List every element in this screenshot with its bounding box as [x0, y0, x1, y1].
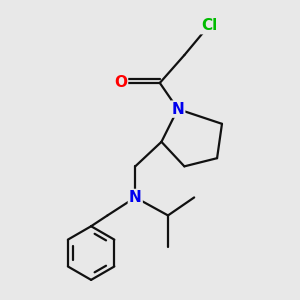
Text: N: N	[171, 102, 184, 117]
Text: O: O	[114, 75, 127, 90]
Text: Cl: Cl	[201, 18, 217, 33]
Text: N: N	[129, 190, 142, 205]
